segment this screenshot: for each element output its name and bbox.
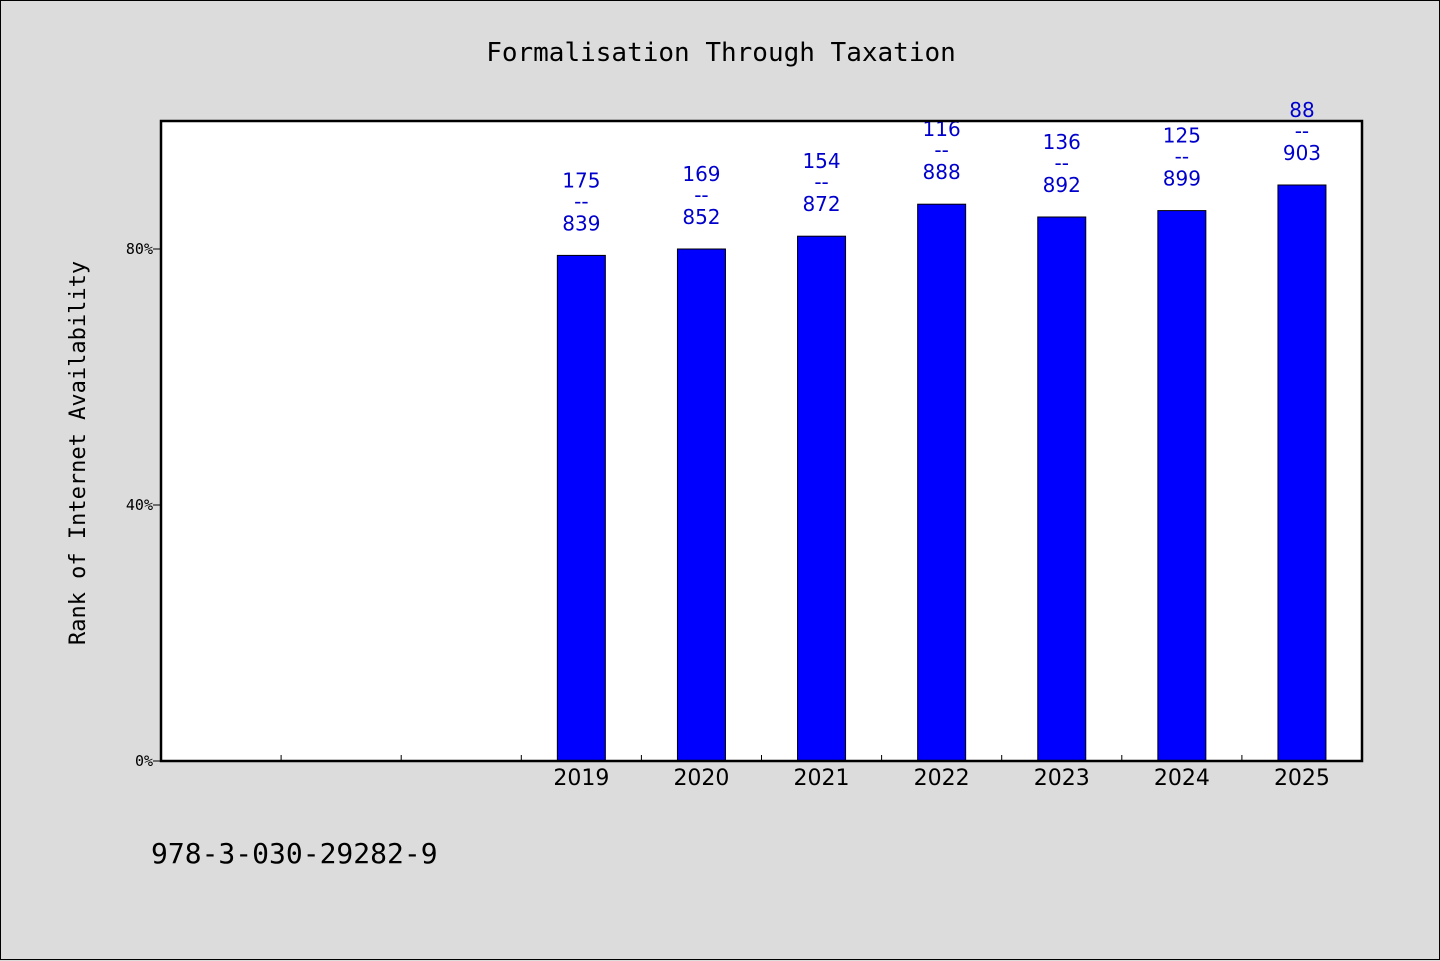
data-label-bottom: 888 <box>923 160 961 184</box>
data-label-bottom: 852 <box>682 205 720 229</box>
bar <box>1277 184 1327 762</box>
x-tick-label: 2019 <box>553 766 609 791</box>
bar <box>556 254 606 762</box>
data-label-top: 125 <box>1163 124 1201 148</box>
x-tick-label: 2022 <box>914 766 970 791</box>
y-tick-label: 80% <box>126 240 153 258</box>
data-label-bottom: 839 <box>562 211 600 235</box>
y-tick-label: 40% <box>126 496 153 514</box>
data-label-top: 136 <box>1043 130 1081 154</box>
data-label-separator: -- <box>574 189 588 213</box>
data-label-top: 88 <box>1289 98 1314 122</box>
data-label-bottom: 872 <box>802 192 840 216</box>
ticks-layer: 0% 40% 80% 2019 2020 2021 2022 2023 2024 2025 <box>126 240 1330 791</box>
plot-border <box>159 119 1364 763</box>
y-tick-label: 0% <box>135 752 153 770</box>
data-label-separator: -- <box>694 183 708 207</box>
x-tick-label: 2023 <box>1034 766 1090 791</box>
data-label-top: 175 <box>562 168 600 192</box>
bar <box>797 235 847 762</box>
bars-layer <box>556 184 1327 762</box>
data-label-separator: -- <box>1175 145 1189 169</box>
chart-title: Formalisation Through Taxation <box>486 38 956 68</box>
bar <box>1157 210 1207 762</box>
data-label-separator: -- <box>934 138 948 162</box>
x-tick-label: 2024 <box>1154 766 1210 791</box>
data-labels-layer: 175--839169--852154--872116--888136--892… <box>562 98 1321 235</box>
data-label-bottom: 903 <box>1283 141 1321 165</box>
bar <box>917 203 967 762</box>
footer-isbn: 978-3-030-29282-9 <box>151 837 438 870</box>
data-label-top: 169 <box>682 162 720 186</box>
x-tick-label: 2020 <box>673 766 729 791</box>
data-label-separator: -- <box>1295 119 1309 143</box>
data-label-bottom: 892 <box>1043 173 1081 197</box>
data-label-top: 154 <box>802 149 840 173</box>
y-axis-label: Rank of Internet Availability <box>66 261 91 645</box>
data-label-separator: -- <box>1055 151 1069 175</box>
data-label-separator: -- <box>814 170 828 194</box>
data-label-bottom: 899 <box>1163 167 1201 191</box>
x-tick-label: 2025 <box>1274 766 1330 791</box>
x-tick-label: 2021 <box>794 766 850 791</box>
bar <box>676 248 726 762</box>
bar <box>1037 216 1087 762</box>
